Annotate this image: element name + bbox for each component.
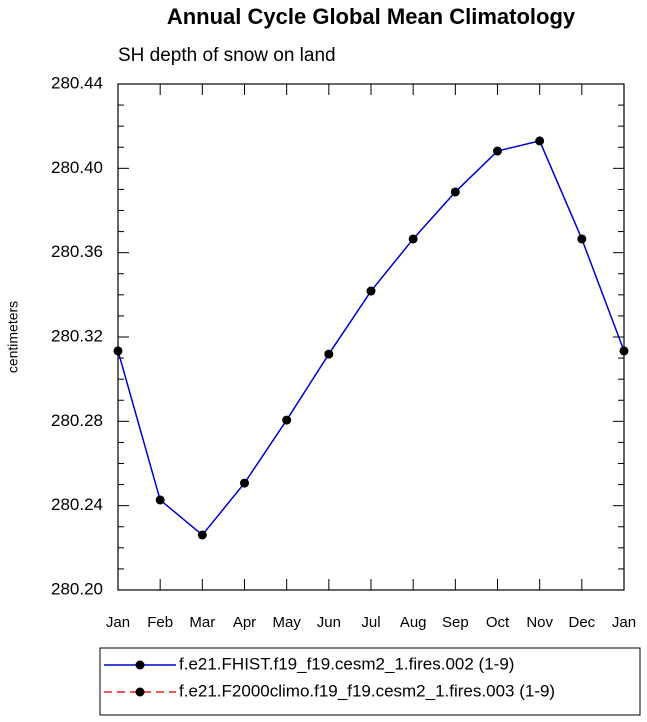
data-point (619, 346, 629, 356)
x-tick-label: Dec (568, 614, 595, 631)
x-tick-label: Feb (147, 614, 173, 631)
y-tick-label: 280.32 (51, 326, 103, 345)
data-point (366, 286, 376, 296)
x-tick-label: Aug (400, 614, 427, 631)
legend-marker (135, 687, 145, 697)
y-tick-label: 280.24 (51, 495, 103, 514)
y-tick-label: 280.40 (51, 158, 103, 177)
data-point (450, 187, 460, 197)
data-point (493, 146, 502, 156)
series-line (117, 140, 625, 537)
data-point (240, 478, 249, 488)
y-axis-label: centimeters (5, 301, 21, 373)
data-point (577, 234, 587, 244)
y-tick-label: 280.28 (51, 411, 103, 430)
legend-box (99, 647, 641, 716)
x-tick-label: Jun (317, 614, 341, 631)
data-point (324, 349, 334, 359)
x-tick-label: Jan (106, 614, 130, 631)
x-tick-label: Oct (486, 614, 510, 631)
x-tick-label: Mar (189, 614, 215, 631)
legend-marker (135, 660, 145, 670)
legend-label: f.e21.FHIST.f19_f19.cesm2_1.fires.002 (1… (179, 654, 514, 673)
data-point (113, 346, 123, 356)
x-tick-label: Sep (442, 614, 469, 631)
data-point (197, 530, 207, 540)
x-tick-label: Nov (526, 614, 553, 631)
data-point (408, 234, 418, 244)
chart-title: Annual Cycle Global Mean Climatology (167, 4, 576, 29)
y-tick-label: 280.36 (51, 242, 103, 261)
x-tick-label: Jul (361, 614, 380, 631)
x-tick-label: Jan (612, 614, 636, 631)
data-point (155, 495, 165, 505)
legend-label: f.e21.F2000climo.f19_f19.cesm2_1.fires.0… (179, 681, 555, 700)
data-point (282, 415, 292, 425)
x-tick-label: May (272, 614, 301, 631)
x-tick-label: Apr (233, 614, 256, 631)
y-tick-label: 280.44 (51, 73, 103, 92)
y-tick-label: 280.20 (51, 579, 103, 598)
chart-subtitle: SH depth of snow on land (118, 45, 336, 66)
data-point (535, 136, 545, 146)
